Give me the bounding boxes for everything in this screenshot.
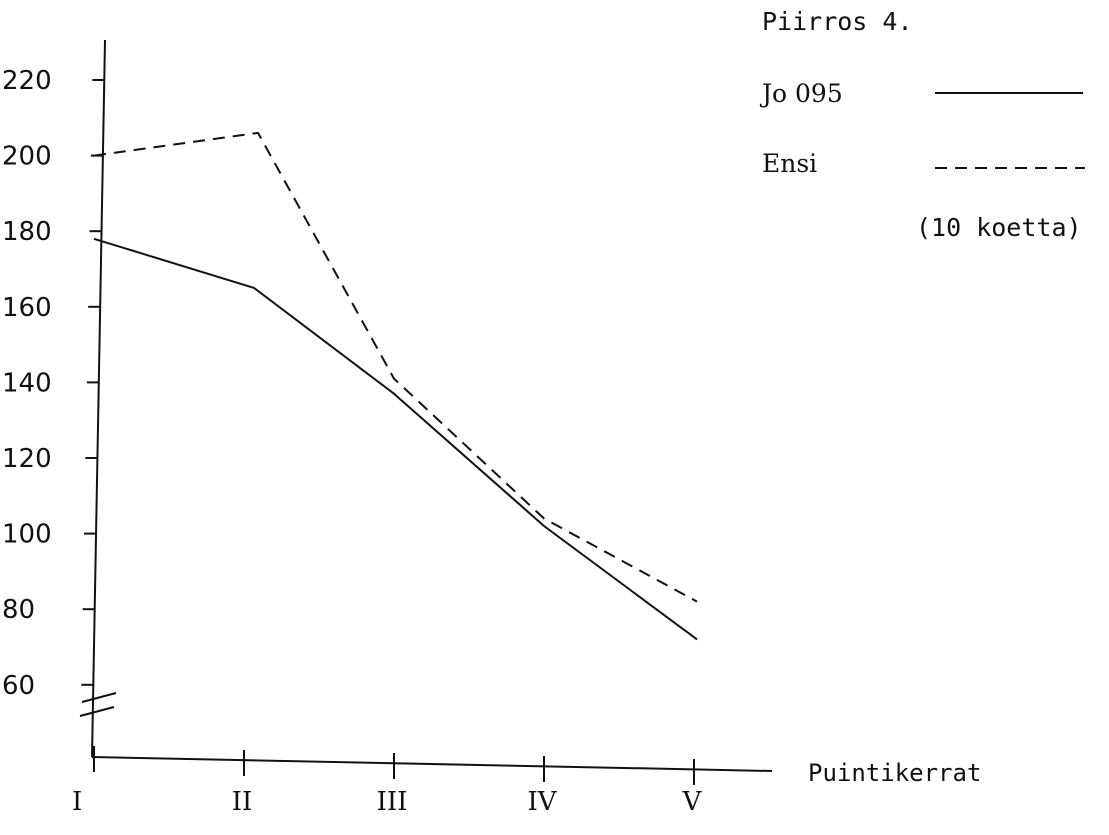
x-tick-label-V: V [682,787,703,817]
y-axis [91,39,106,758]
x-tick-label-IV: IV [527,787,557,817]
legend-note: (10 koetta) [916,213,1082,242]
y-tick-label-220: 220 [2,66,52,96]
x-ticks: I II III IV V [72,746,703,817]
y-ticks: 60 80 100 120 140 160 180 200 220 [2,66,105,701]
series-line-jo-095 [93,237,698,641]
legend-label-jo095: Jo 095 [759,79,843,108]
x-tick-label-II: II [232,787,253,817]
y-tick-label-160: 160 [2,293,52,323]
y-tick-label-60: 60 [2,671,35,701]
y-tick-label-120: 120 [2,444,52,474]
legend: Jo 095 Ensi (10 koetta) [759,79,1085,242]
x-axis-title: Puintikerrat [808,759,981,787]
series-line-ensi [93,131,698,603]
y-tick-label-140: 140 [2,368,52,398]
axis-break-icon [79,692,117,717]
y-tick-label-200: 200 [2,142,52,172]
y-tick-label-180: 180 [2,217,52,247]
y-tick-label-80: 80 [2,595,35,625]
series-layer [93,131,698,641]
x-axis [91,756,773,772]
x-tick-label-I: I [72,787,82,817]
x-tick-label-III: III [377,787,408,817]
chart-title: Piirros 4. [762,7,913,36]
legend-label-ensi: Ensi [762,149,817,178]
y-tick-label-100: 100 [2,520,52,550]
